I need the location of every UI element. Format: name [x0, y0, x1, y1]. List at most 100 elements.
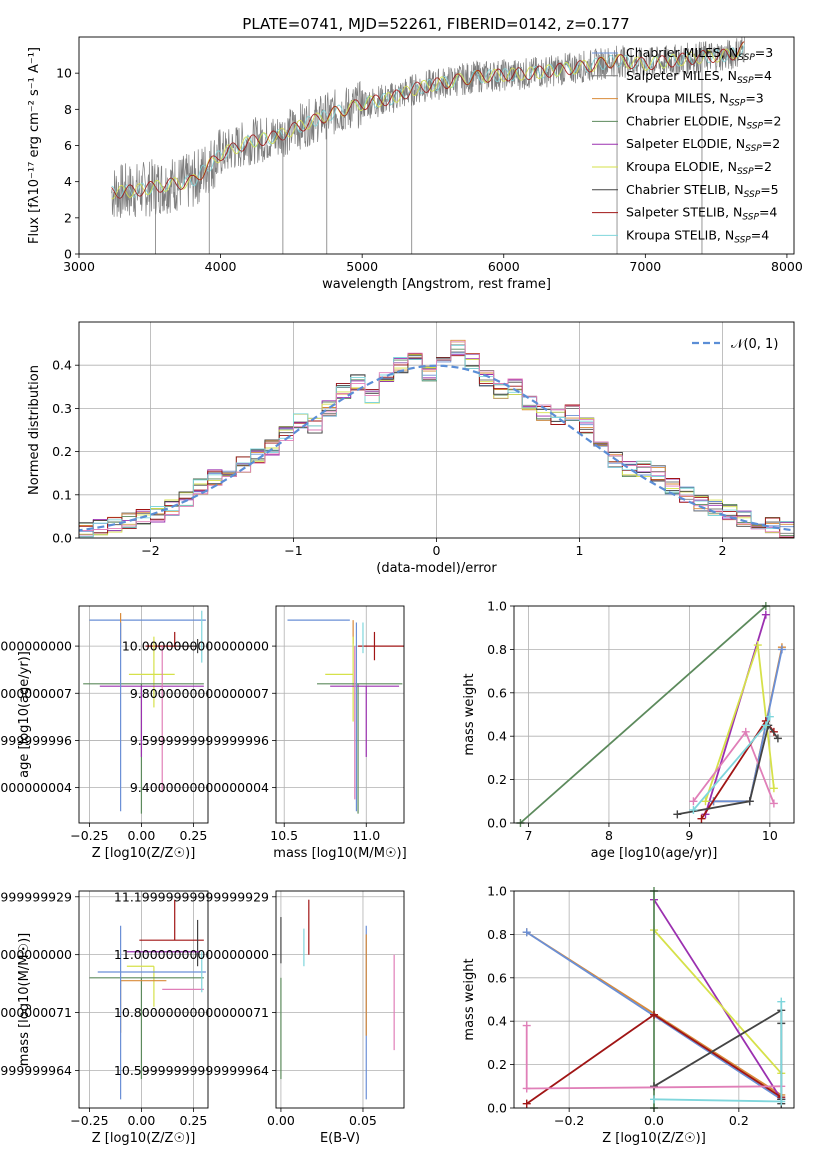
legend-label: Kroupa STELIB, NSSP=4 [626, 227, 769, 245]
plot-area-age_vs_mass [287, 619, 404, 814]
spectrum-legend: Chabrier MILES, NSSP=3 Salpeter MILES, NS… [592, 45, 781, 245]
mass-weight-line [653, 929, 782, 1074]
x-axis-label: age [log10(age/yr)] [591, 846, 718, 861]
y-tick-label: 0.6 [487, 685, 507, 700]
mass-weight-marker [769, 784, 778, 793]
plot-area-mass_vs_Z [89, 899, 206, 1100]
legend-label: Salpeter ELODIE, NSSP=2 [626, 136, 780, 154]
mass-weight-marker [673, 810, 682, 819]
x-tick-label: 0.00 [267, 1113, 295, 1128]
y-tick-label: 9.8000000000000007 [0, 686, 72, 701]
x-tick-label: 8000 [771, 259, 803, 274]
chart-layer: 3000 4000 5000 6000 7000 80000246810wavelengt… [0, 36, 803, 1146]
axes-mass_weight_vs_Z: −0.2 0.0 0.2 0.0 0.2 0.4 0.6 0.8 1.0 Z [log10(Z/Z… [462, 884, 795, 1146]
x-axis-label: wavelength [Angstrom, rest frame] [322, 277, 551, 292]
y-tick-label: 1.0 [487, 599, 507, 614]
y-tick-label: 10 [56, 66, 72, 81]
mass-weight-marker [777, 645, 786, 654]
y-tick-label: 10.80000000000000071 [0, 1005, 72, 1020]
y-tick-label: 11.00000000000000000 [0, 947, 72, 962]
x-axis-label: E(B-V) [320, 1131, 360, 1146]
y-tick-label: 10.59999999999999964 [0, 1063, 72, 1078]
x-tick-label: 0.25 [180, 1113, 208, 1128]
x-tick-label: 0.05 [349, 1113, 377, 1128]
mass-weight-marker [753, 641, 762, 650]
mass-weight-marker [522, 1084, 531, 1093]
axes-age_vs_Z: −0.25 0.00 0.25 9.4000000000000004 9.5999999… [0, 605, 209, 861]
x-tick-label: 0.00 [127, 1113, 155, 1128]
mass-weight-marker [650, 1095, 658, 1104]
y-tick-label: 0 [64, 247, 72, 262]
mass-weight-marker [761, 721, 770, 730]
axes-frame [513, 890, 795, 1109]
x-tick-label: −0.2 [554, 1113, 584, 1128]
x-tick-label: −0.25 [70, 1113, 108, 1128]
y-tick-label: 0.2 [487, 772, 507, 787]
mass-weight-marker [522, 1021, 531, 1030]
axes-frame [78, 36, 795, 255]
mass-weight-marker [689, 797, 698, 806]
x-tick-label: 10.5 [270, 828, 298, 843]
x-tick-label: 8 [605, 828, 613, 843]
y-tick-label: 9.4000000000000004 [0, 780, 72, 795]
y-tick-label: 9.4000000000000004 [130, 780, 269, 795]
legend-label: Chabrier ELODIE, NSSP=2 [626, 113, 781, 131]
y-tick-label: 2 [64, 210, 72, 225]
axes-residual_histogram: −2 −1 0 1 2 0.0 0.1 0.2 0.3 0.4 (data-model)/error… [27, 321, 795, 576]
plot-area-mass_vs_ebv [280, 899, 395, 1100]
axes-age_vs_mass: 10.5 11.0 9.4000000000000004 9.599999999999… [122, 605, 407, 861]
mass-weight-marker [745, 797, 754, 806]
mass-weight-marker [741, 727, 750, 736]
y-tick-label: 0.4 [487, 1014, 507, 1029]
x-axis-label: Z [log10(Z/Z☉)] [92, 846, 196, 861]
y-tick-label: 10.59999999999999964 [114, 1063, 269, 1078]
mass-weight-line [653, 899, 783, 1100]
y-tick-label: 0.4 [487, 729, 507, 744]
model-spectrum-line [111, 41, 745, 199]
x-tick-label: 10 [762, 828, 778, 843]
y-tick-label: 4 [64, 174, 72, 189]
y-tick-label: 0.1 [52, 487, 72, 502]
legend-label: Salpeter MILES, NSSP=4 [626, 68, 772, 86]
x-tick-label: −1 [284, 543, 302, 558]
legend-label: Salpeter STELIB, NSSP=4 [626, 205, 777, 223]
mass-weight-line [677, 723, 779, 816]
axes-frame [513, 605, 795, 824]
axes-mass_weight_vs_age: 7 8 9 10 0.0 0.2 0.4 0.6 0.8 1.0 age [log10(age/yr… [462, 599, 795, 861]
y-tick-label: 0.0 [487, 816, 507, 831]
x-axis-label: Z [log10(Z/Z☉)] [92, 1131, 196, 1146]
y-tick-label: 11.00000000000000000 [114, 947, 269, 962]
plot-area-residual_histogram [79, 339, 794, 538]
y-axis-label: mass [log10(M/M☉)] [17, 933, 32, 1066]
mass-weight-marker [701, 797, 710, 806]
mass-weight-marker [777, 1097, 786, 1106]
legend-label: Chabrier MILES, NSSP=3 [626, 45, 773, 63]
figure-title: PLATE=0741, MJD=52261, FIBERID=0142, z=0… [242, 15, 629, 33]
x-tick-label: 7000 [629, 259, 661, 274]
legend-label: Kroupa ELODIE, NSSP=2 [626, 159, 772, 177]
y-tick-label: 8 [64, 102, 72, 117]
x-tick-label: 0.2 [729, 1113, 749, 1128]
mass-weight-marker [522, 1099, 531, 1108]
y-tick-label: 0.2 [52, 444, 72, 459]
y-tick-label: 0.0 [487, 1101, 507, 1116]
axes-frame [275, 605, 405, 824]
x-tick-label: −2 [141, 543, 159, 558]
y-axis-label: Flux [fλ10⁻¹⁷ erg cm⁻² s⁻¹ A⁻¹] [27, 47, 42, 244]
plot-area-mass_weight_vs_Z [522, 887, 786, 1112]
x-tick-label: 0.0 [644, 1113, 664, 1128]
x-tick-label: 9 [685, 828, 693, 843]
mass-weight-marker [761, 610, 770, 619]
y-tick-label: 9.5999999999999996 [130, 733, 269, 748]
x-tick-label: 11.0 [352, 828, 380, 843]
mass-weight-marker [650, 1082, 658, 1091]
x-axis-label: (data-model)/error [376, 561, 497, 576]
spectrum-lines [111, 37, 745, 254]
x-tick-label: 2 [719, 543, 727, 558]
y-axis-label: mass weight [462, 673, 477, 755]
axes-frame [78, 890, 209, 1109]
x-axis-label: Z [log10(Z/Z☉)] [602, 1131, 706, 1146]
mass-weight-marker [689, 805, 698, 814]
axes-frame [78, 605, 209, 824]
